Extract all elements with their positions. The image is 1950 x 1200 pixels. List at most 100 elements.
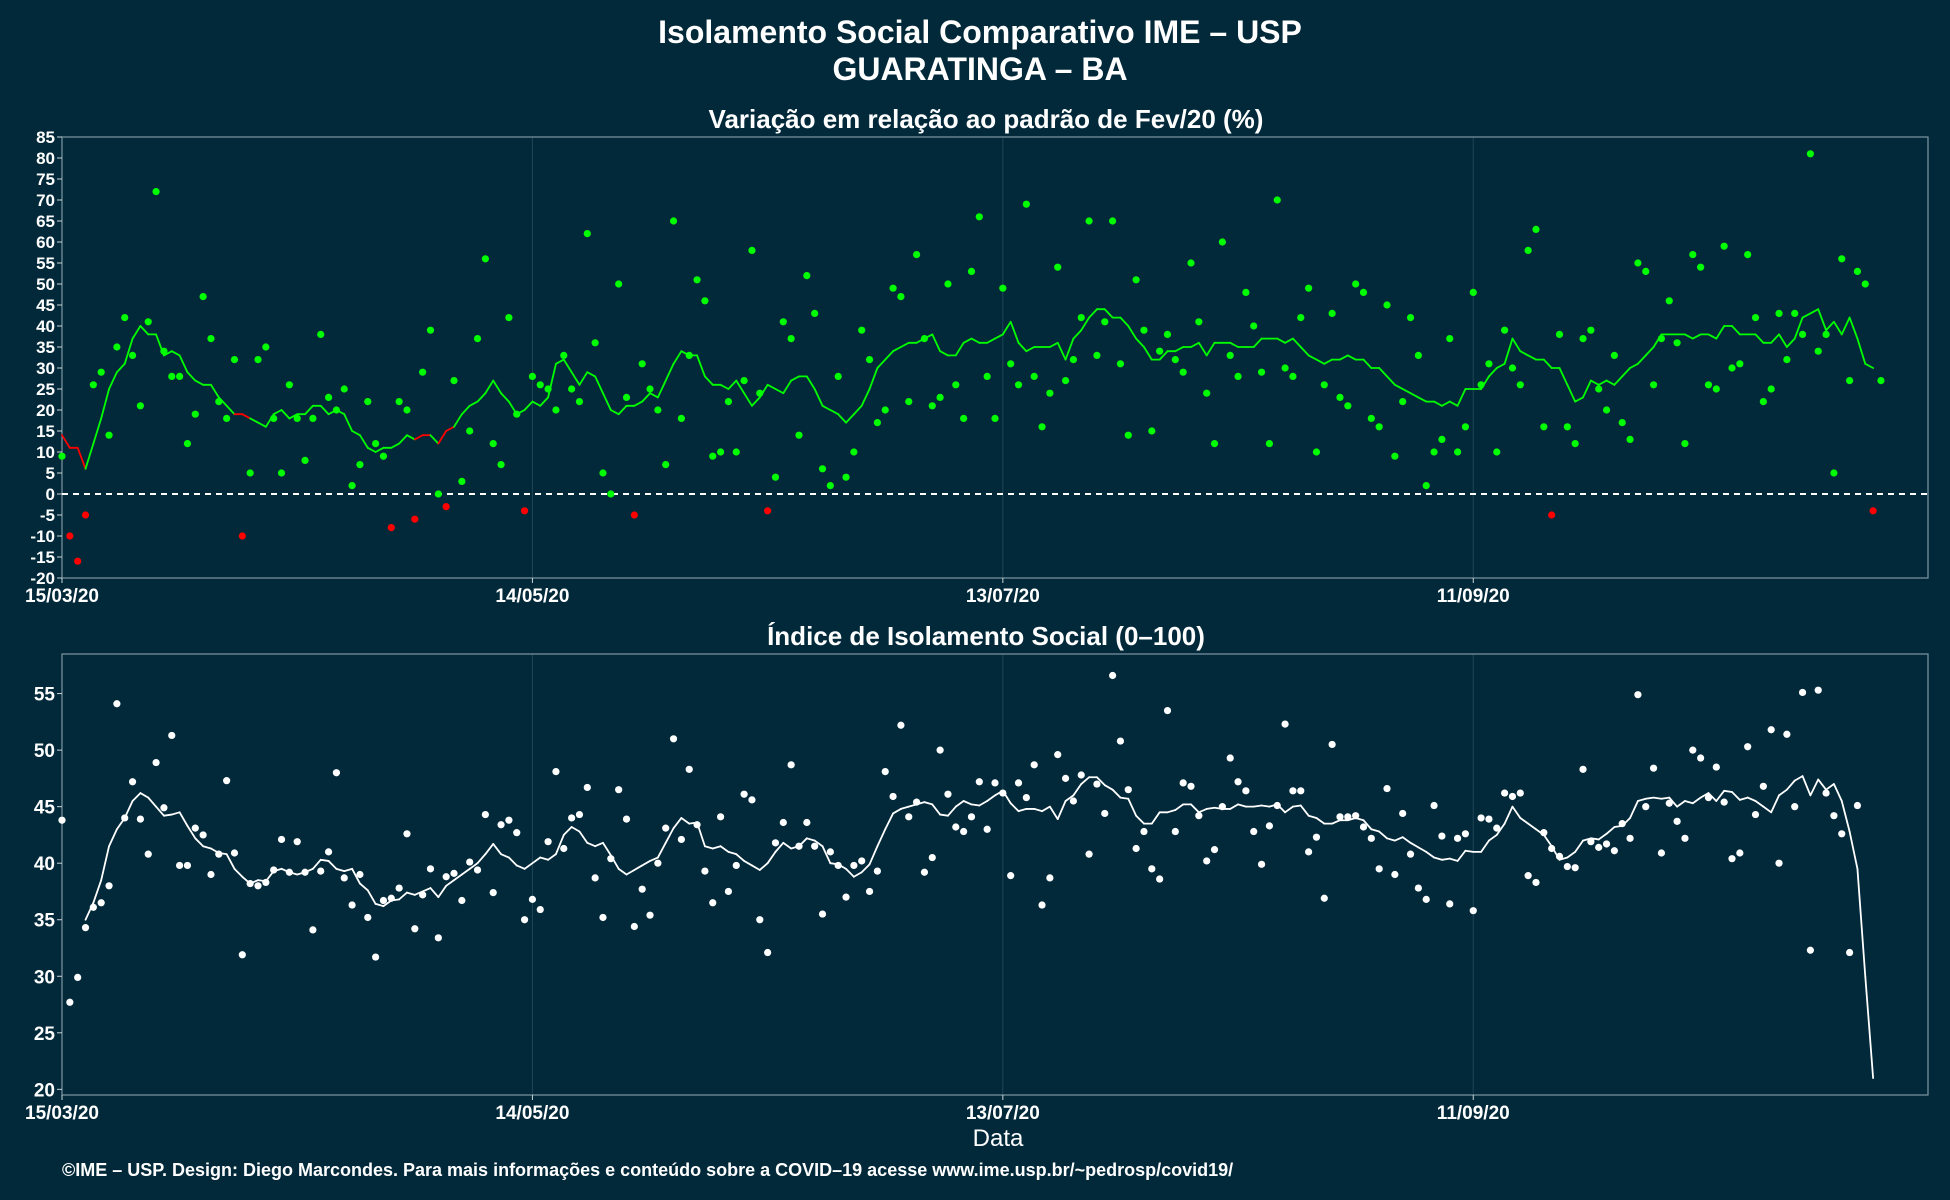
moving-average-segment (954, 800, 965, 808)
moving-average-segment (837, 413, 847, 424)
moving-average-segment (1143, 346, 1153, 361)
moving-average-segment (1229, 803, 1239, 810)
moving-average-segment (507, 856, 518, 867)
data-point (654, 406, 662, 414)
data-point (81, 924, 90, 932)
data-point (795, 842, 803, 850)
moving-average-segment (562, 358, 573, 374)
data-point (207, 335, 215, 343)
x-tick-label: 11/09/20 (1437, 1103, 1510, 1124)
data-point (1446, 900, 1454, 908)
data-point (262, 878, 270, 887)
data-point (1187, 259, 1195, 267)
data-point (1697, 754, 1705, 762)
data-point (677, 414, 685, 422)
moving-average-segment (782, 841, 793, 850)
moving-average-segment (923, 801, 934, 806)
moving-average-segment (704, 845, 714, 850)
data-point (834, 861, 842, 870)
data-point (74, 557, 82, 565)
data-point (1736, 849, 1744, 857)
data-point (1634, 691, 1642, 699)
moving-average-segment (1856, 867, 1867, 978)
data-point (1203, 857, 1211, 865)
data-point (301, 456, 309, 464)
moving-average-segment (1339, 354, 1349, 361)
data-point (207, 870, 215, 879)
moving-average-segment (570, 826, 581, 833)
moving-average-segment (1119, 796, 1130, 800)
moving-average-segment (1723, 789, 1733, 793)
data-point (1571, 440, 1579, 448)
moving-average-segment (374, 903, 385, 908)
data-point (662, 824, 670, 832)
data-point (1712, 763, 1720, 771)
moving-average-segment (1276, 337, 1286, 344)
data-point (1242, 288, 1250, 296)
data-point (434, 934, 442, 942)
data-point (897, 293, 905, 301)
x-tick-label: 13/07/20 (966, 1103, 1040, 1124)
moving-average-segment (92, 879, 103, 904)
moving-average-segment (1825, 320, 1835, 332)
moving-average-segment (210, 383, 220, 399)
data-point (160, 804, 168, 812)
moving-average-segment (539, 856, 550, 861)
data-point (967, 267, 976, 275)
data-point (1720, 798, 1728, 806)
moving-average-segment (931, 803, 942, 816)
data-point (372, 440, 380, 448)
moving-average-segment (1456, 388, 1467, 407)
data-point (1320, 894, 1328, 902)
moving-average-segment (1048, 805, 1059, 820)
data-point (1548, 844, 1556, 853)
data-point (999, 284, 1007, 292)
moving-average-segment (1064, 337, 1075, 361)
data-point (340, 874, 348, 882)
moving-average-segment (1158, 350, 1169, 361)
data-point (607, 855, 615, 863)
data-point (1845, 377, 1854, 385)
moving-average-segment (194, 837, 205, 848)
data-point (1054, 751, 1062, 759)
moving-average-segment (108, 371, 118, 390)
moving-average-segment (1331, 819, 1341, 825)
moving-average-segment (131, 325, 142, 340)
moving-average-segment (178, 811, 189, 827)
data-point (975, 213, 983, 221)
y-tick-label: 25 (36, 380, 55, 399)
moving-average-segment (1527, 354, 1537, 361)
moving-average-segment (1801, 312, 1812, 319)
y-tick-label: 15 (36, 422, 55, 441)
data-point (403, 830, 411, 838)
data-point (952, 381, 960, 389)
data-point (1007, 872, 1015, 880)
data-point (1814, 347, 1822, 355)
data-point (1775, 309, 1783, 317)
data-point (1814, 686, 1822, 694)
data-point (1759, 398, 1767, 406)
moving-average-segment (147, 796, 157, 808)
moving-average-segment (735, 853, 746, 862)
data-point (395, 398, 403, 406)
moving-average-segment (1684, 333, 1694, 340)
y-tick-label: -15 (30, 548, 55, 567)
data-point (1250, 827, 1258, 836)
data-point (560, 844, 568, 853)
data-point (513, 410, 521, 418)
data-point (787, 335, 795, 343)
data-point (1728, 364, 1736, 372)
data-point (528, 372, 537, 380)
moving-average-segment (1448, 857, 1459, 862)
data-point (270, 414, 278, 422)
data-point (748, 246, 756, 254)
moving-average-segment (1637, 354, 1647, 365)
moving-average-segment (751, 396, 761, 407)
moving-average-segment (484, 379, 495, 395)
data-point (215, 850, 223, 858)
moving-average-segment (939, 813, 949, 817)
data-point (1257, 368, 1266, 376)
y-tick-label: 50 (34, 741, 55, 762)
data-point (1508, 364, 1517, 372)
data-point (662, 461, 670, 469)
